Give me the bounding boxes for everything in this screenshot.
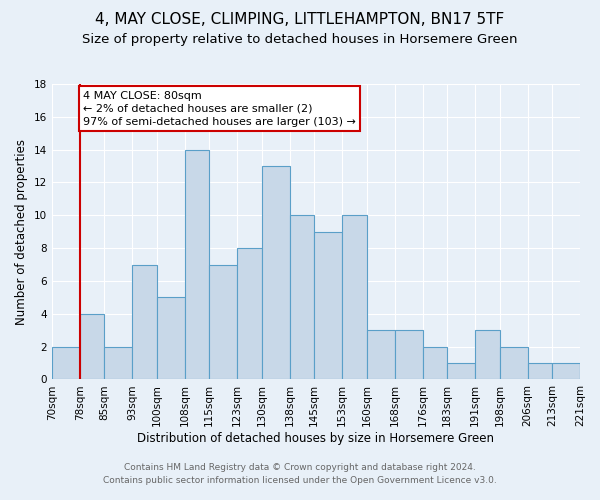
- Bar: [52, 346, 80, 380]
- Text: Contains HM Land Registry data © Crown copyright and database right 2024.
Contai: Contains HM Land Registry data © Crown c…: [103, 464, 497, 485]
- Bar: [314, 232, 342, 380]
- Text: 4, MAY CLOSE, CLIMPING, LITTLEHAMPTON, BN17 5TF: 4, MAY CLOSE, CLIMPING, LITTLEHAMPTON, B…: [95, 12, 505, 28]
- Text: 4 MAY CLOSE: 80sqm
← 2% of detached houses are smaller (2)
97% of semi-detached : 4 MAY CLOSE: 80sqm ← 2% of detached hous…: [83, 90, 356, 127]
- Bar: [290, 216, 314, 380]
- Y-axis label: Number of detached properties: Number of detached properties: [15, 138, 28, 324]
- Bar: [342, 216, 367, 380]
- Bar: [104, 346, 132, 380]
- Bar: [185, 150, 209, 380]
- Bar: [209, 264, 237, 380]
- Bar: [447, 363, 475, 380]
- Bar: [80, 314, 104, 380]
- Bar: [132, 264, 157, 380]
- Bar: [527, 363, 552, 380]
- Bar: [367, 330, 395, 380]
- X-axis label: Distribution of detached houses by size in Horsemere Green: Distribution of detached houses by size …: [137, 432, 494, 445]
- Bar: [475, 330, 500, 380]
- Bar: [500, 346, 527, 380]
- Bar: [237, 248, 262, 380]
- Text: Size of property relative to detached houses in Horsemere Green: Size of property relative to detached ho…: [82, 32, 518, 46]
- Bar: [395, 330, 422, 380]
- Bar: [580, 363, 600, 380]
- Bar: [552, 363, 580, 380]
- Bar: [262, 166, 290, 380]
- Bar: [157, 298, 185, 380]
- Bar: [422, 346, 447, 380]
